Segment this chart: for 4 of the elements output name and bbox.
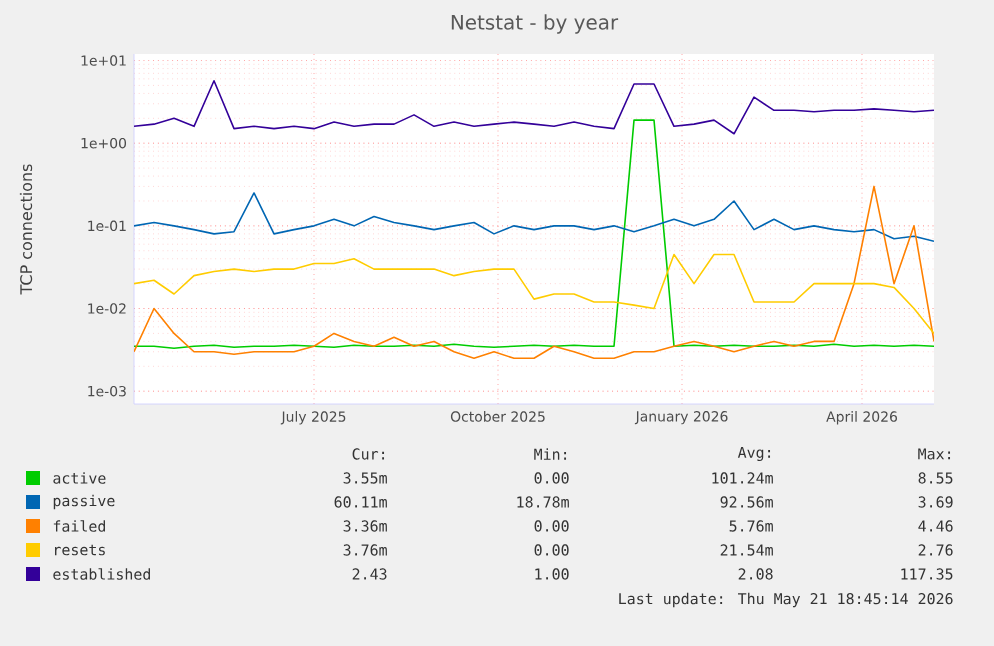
line-series — [134, 119, 935, 350]
line-series — [134, 192, 935, 243]
line-series — [134, 79, 935, 135]
chart-title: Netstat - by year — [451, 14, 619, 34]
